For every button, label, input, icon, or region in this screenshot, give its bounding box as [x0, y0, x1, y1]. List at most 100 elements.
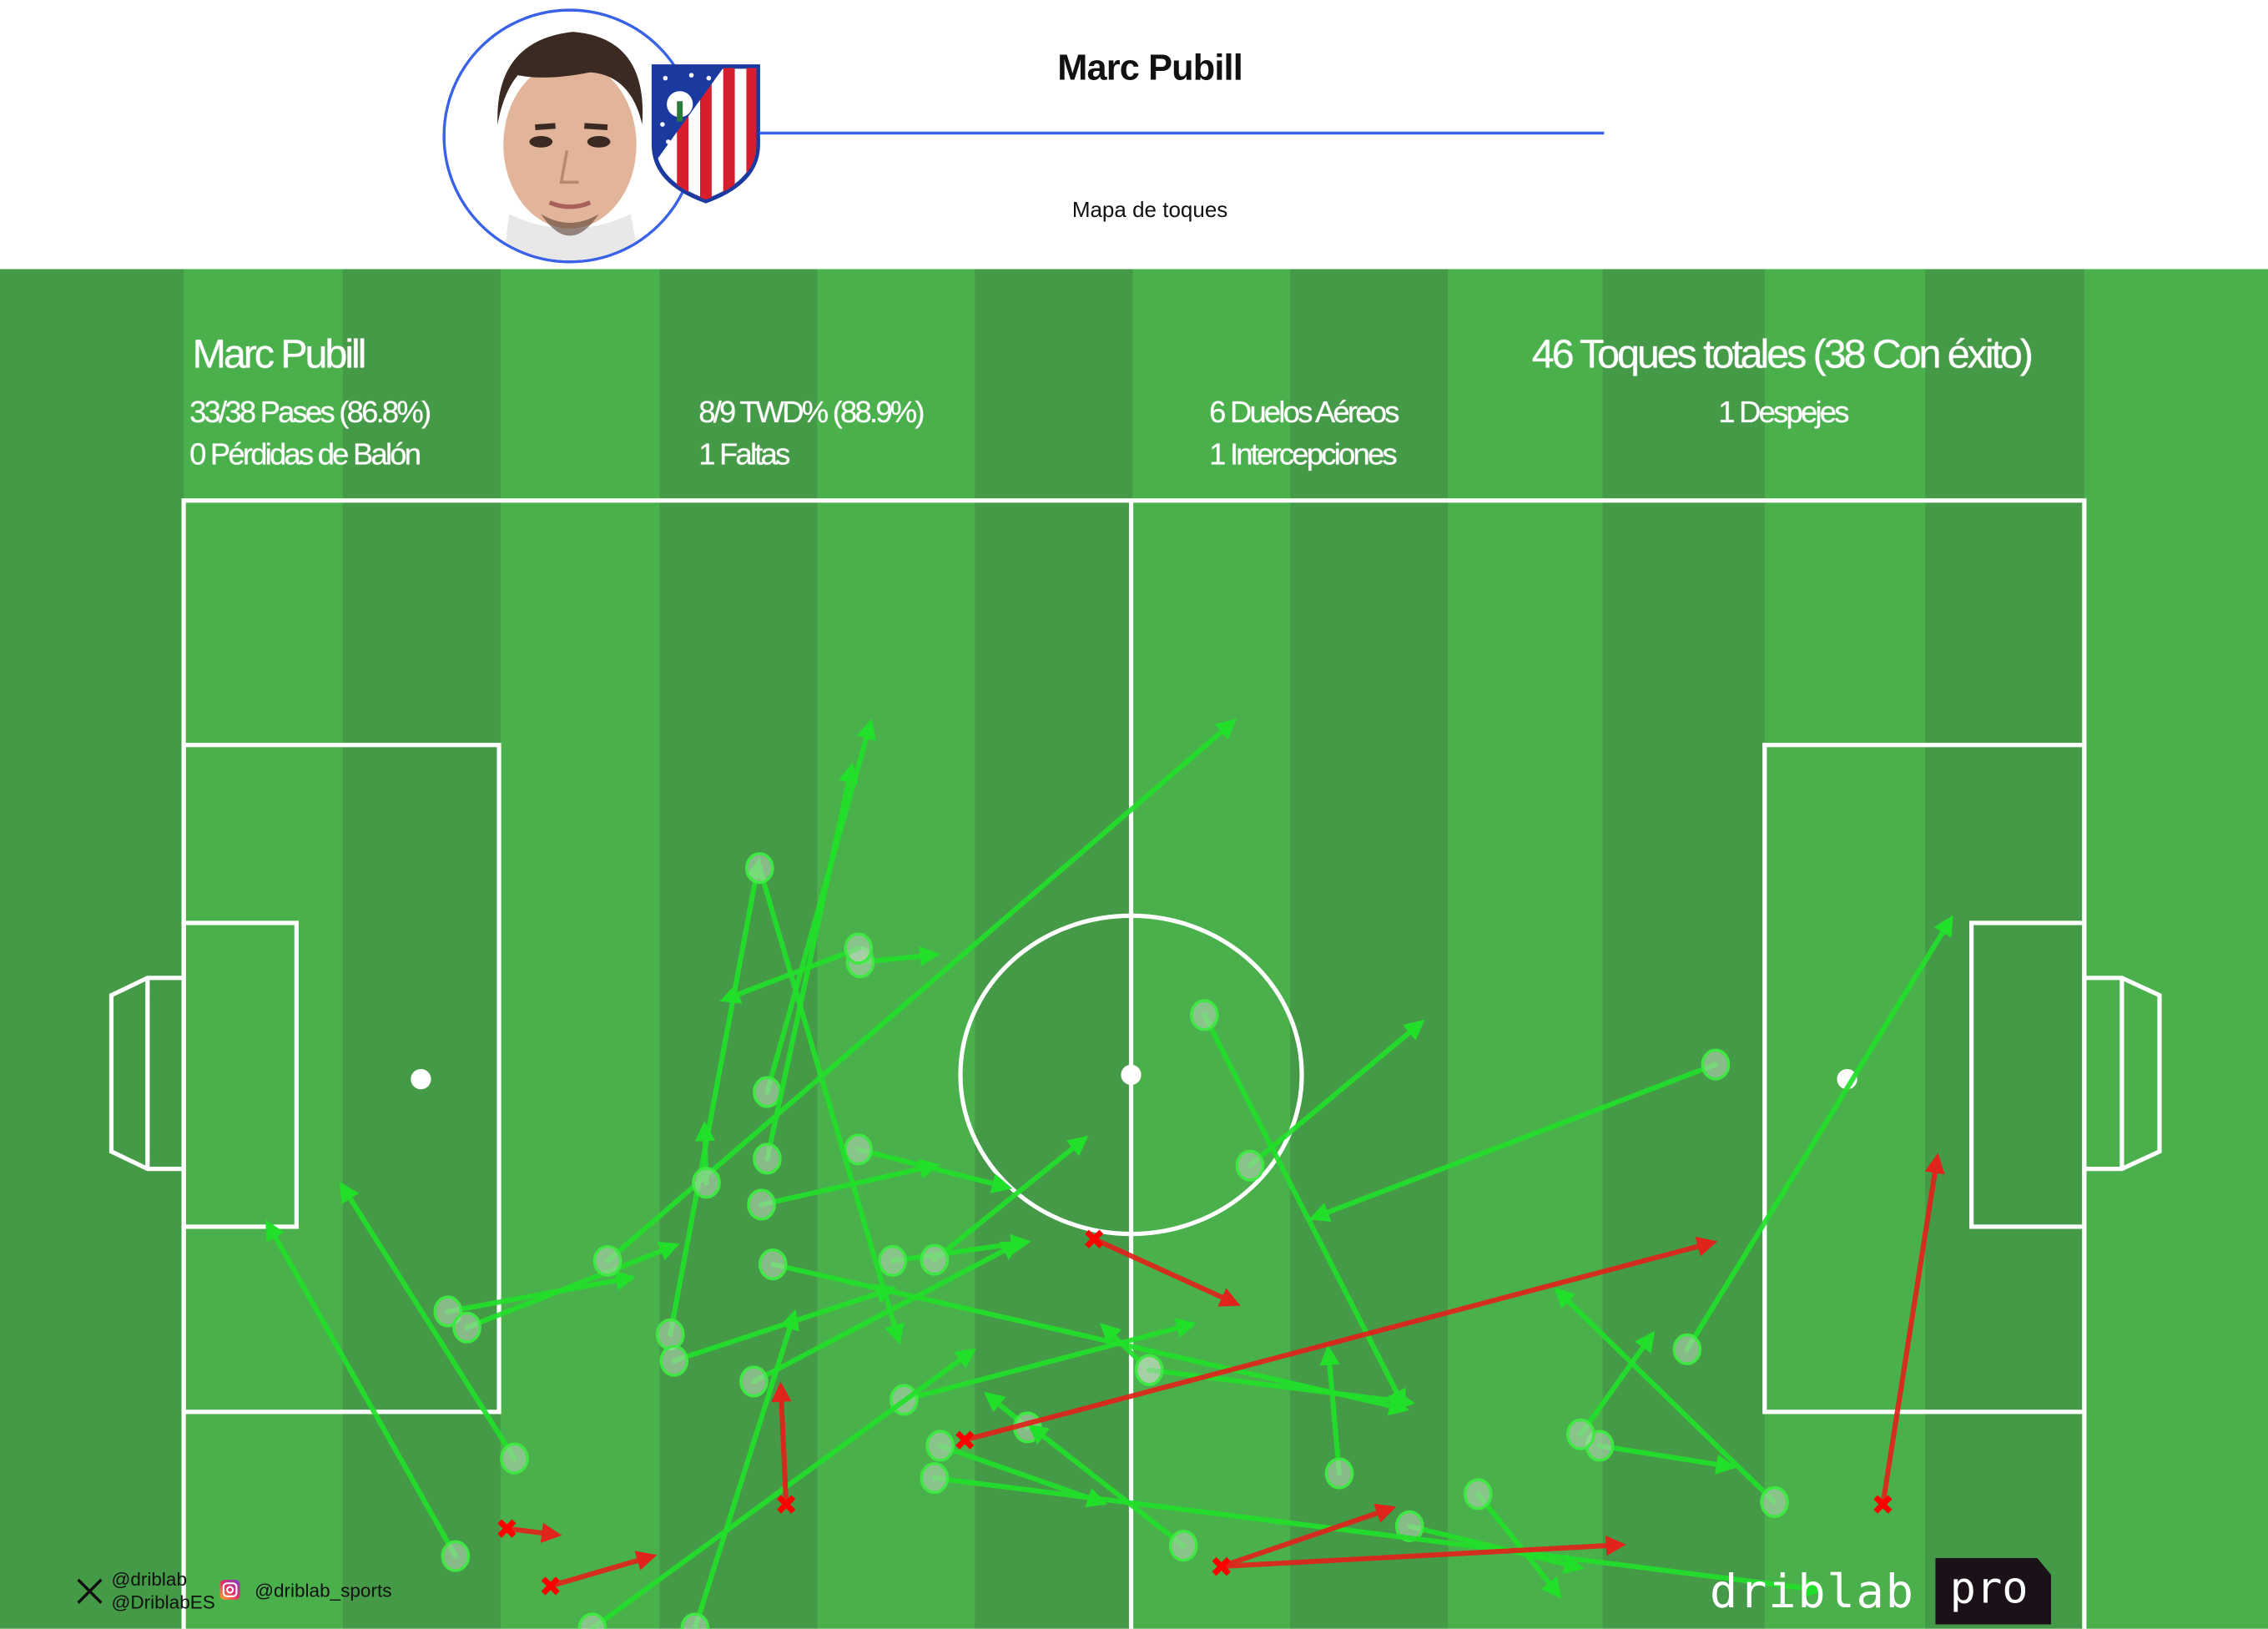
pitch-stripe	[659, 269, 819, 1629]
unsuccessful-touch-arrowhead	[1373, 1503, 1397, 1523]
successful-touch-start-marker	[1463, 1478, 1493, 1510]
successful-touch-arrowhead	[990, 1173, 1013, 1193]
unsuccessful-touch-arrowhead	[1695, 1236, 1718, 1257]
successful-touch-line	[1475, 1491, 1552, 1586]
successful-touch-start-marker	[1168, 1530, 1198, 1562]
successful-touch-start-marker	[441, 1540, 471, 1572]
successful-touch-start-marker	[920, 1461, 950, 1495]
unsuccessful-touch	[1085, 1229, 1241, 1307]
unsuccessful-touch-x-marker	[497, 1519, 517, 1538]
successful-touch	[1134, 1354, 1416, 1411]
stat-total-touches: 46 Toques totales (38 Con éxito)	[1531, 330, 2034, 376]
right-goal	[2084, 976, 2162, 1172]
successful-touch-arrowhead	[1403, 1019, 1425, 1041]
successful-touch-arrowhead	[779, 1309, 799, 1332]
successful-touch-line	[589, 1357, 963, 1629]
successful-touch-line	[1565, 1299, 1777, 1505]
successful-touch-start-marker	[878, 1244, 908, 1277]
successful-touch-start-marker	[739, 1365, 769, 1398]
successful-touch-start-marker	[1760, 1485, 1789, 1518]
successful-touch-arrowhead	[1715, 1454, 1737, 1475]
successful-touch-arrowhead	[885, 1322, 905, 1345]
successful-touch-start-marker	[592, 1244, 622, 1277]
successful-touch	[920, 1135, 1089, 1276]
pitch-stripe	[975, 269, 1134, 1629]
stat-fouls: 1 Faltas	[698, 438, 790, 472]
successful-touch-start-marker	[758, 1248, 788, 1281]
pitch-stripe	[1602, 269, 1766, 1629]
successful-touch	[753, 719, 876, 1108]
successful-touch-line	[1684, 930, 1946, 1352]
successful-touch-start-marker	[680, 1612, 710, 1629]
successful-touch-start-marker	[433, 1295, 463, 1328]
unsuccessful-touch-x-marker	[955, 1430, 975, 1450]
successful-touch-start-marker	[452, 1311, 481, 1344]
successful-touch-line	[347, 1196, 517, 1461]
unsuccessful-touch-line	[547, 1557, 641, 1589]
unsuccessful-touch-arrowhead	[1924, 1152, 1945, 1175]
page-title: Marc Pubill	[1057, 48, 1243, 88]
successful-touch-line	[272, 1234, 458, 1559]
unsuccessful-touch-x-marker	[777, 1495, 796, 1514]
successful-touch-line	[1202, 1012, 1399, 1395]
pitch-stripe	[1448, 269, 1604, 1629]
brand-badge-text: pro	[1949, 1563, 2029, 1615]
successful-touch-start-marker	[1672, 1333, 1702, 1365]
successful-touch-arrowhead	[1554, 1287, 1576, 1309]
unsuccessful-touch-x-marker	[1212, 1556, 1231, 1576]
successful-touch	[433, 1270, 637, 1328]
successful-touch-arrowhead	[694, 1120, 716, 1142]
pitch-stripe	[817, 269, 976, 1629]
successful-touch-line	[1597, 1443, 1720, 1467]
successful-touch-start-marker	[1235, 1149, 1265, 1182]
successful-touch-line	[1247, 1030, 1412, 1168]
successful-touch-line	[445, 1278, 619, 1314]
successful-touch	[680, 1309, 799, 1629]
successful-touch-arrowhead	[1027, 1424, 1051, 1445]
successful-touch-arrowhead	[999, 1241, 1022, 1260]
unsuccessful-touch-line	[1218, 1510, 1380, 1570]
successful-touch-start-marker	[1701, 1048, 1731, 1081]
right-goal-area	[1969, 920, 2087, 1229]
successful-touch-arrowhead	[1540, 1576, 1562, 1599]
title-divider	[759, 131, 1605, 135]
successful-touch-arrowhead	[719, 984, 743, 1004]
stat-passes: 33/38 Pases (86.8%)	[189, 396, 431, 430]
instagram-handle: @driblab_sports	[255, 1579, 392, 1601]
successful-touch	[265, 1219, 471, 1572]
unsuccessful-touch-x-marker	[1085, 1229, 1104, 1248]
successful-touch	[1554, 1287, 1789, 1518]
unsuccessful-touch-x-marker	[1873, 1495, 1893, 1514]
pitch	[0, 269, 2268, 1629]
x-handle-2: @DriblabES	[111, 1591, 215, 1613]
unsuccessful-touch	[1873, 1152, 1945, 1514]
successful-touch-line	[937, 1443, 1091, 1500]
successful-touch	[1463, 1478, 1562, 1599]
successful-touch-line	[1327, 1362, 1343, 1476]
unsuccessful-touch-arrowhead	[771, 1381, 792, 1403]
successful-touch-start-marker	[577, 1612, 607, 1629]
successful-touch	[452, 1241, 680, 1344]
successful-touch-start-marker	[744, 852, 774, 885]
successful-touch-arrowhead	[1214, 719, 1237, 740]
successful-touch-line	[671, 1291, 880, 1364]
successful-touch-start-marker	[844, 932, 874, 965]
unsuccessful-touch-arrowhead	[1217, 1288, 1241, 1307]
successful-touch-line	[757, 865, 898, 1329]
successful-touch	[692, 1120, 721, 1199]
successful-touch-line	[1041, 1434, 1187, 1549]
instagram-icon	[219, 1579, 240, 1601]
successful-touch	[744, 852, 905, 1345]
successful-touch-start-marker	[1324, 1457, 1354, 1490]
pitch-stripe	[0, 269, 185, 1629]
pitch-stripe	[184, 269, 344, 1629]
unsuccessful-touch-arrowhead	[540, 1522, 562, 1543]
unsuccessful-touch-line	[504, 1526, 545, 1536]
successful-touch-line	[736, 946, 861, 997]
successful-touch	[747, 1158, 940, 1221]
successful-touch-arrowhead	[1174, 1318, 1197, 1339]
unsuccessful-touch-line	[1091, 1236, 1225, 1300]
touch-marks	[265, 719, 1953, 1629]
pitch-stripe	[1925, 269, 2085, 1629]
